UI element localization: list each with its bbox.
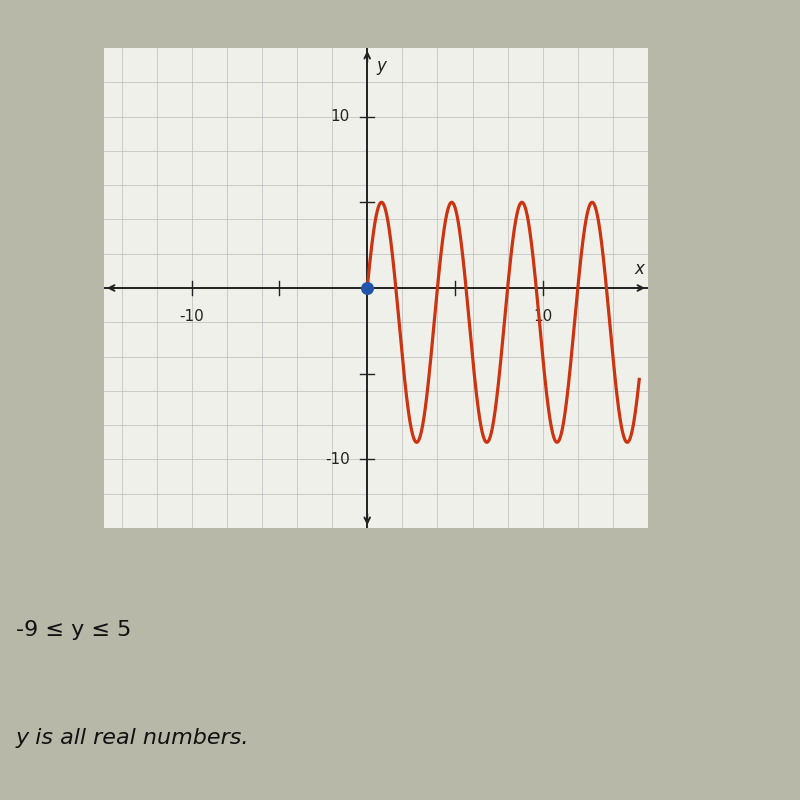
Text: y: y <box>376 57 386 74</box>
Point <box>361 282 374 294</box>
Text: -10: -10 <box>179 309 204 323</box>
Text: -10: -10 <box>325 452 350 467</box>
Text: x: x <box>634 260 644 278</box>
Text: 10: 10 <box>330 109 350 124</box>
Text: y is all real numbers.: y is all real numbers. <box>16 728 250 748</box>
Text: -9 ≤ y ≤ 5: -9 ≤ y ≤ 5 <box>16 620 131 640</box>
Text: 10: 10 <box>533 309 552 323</box>
